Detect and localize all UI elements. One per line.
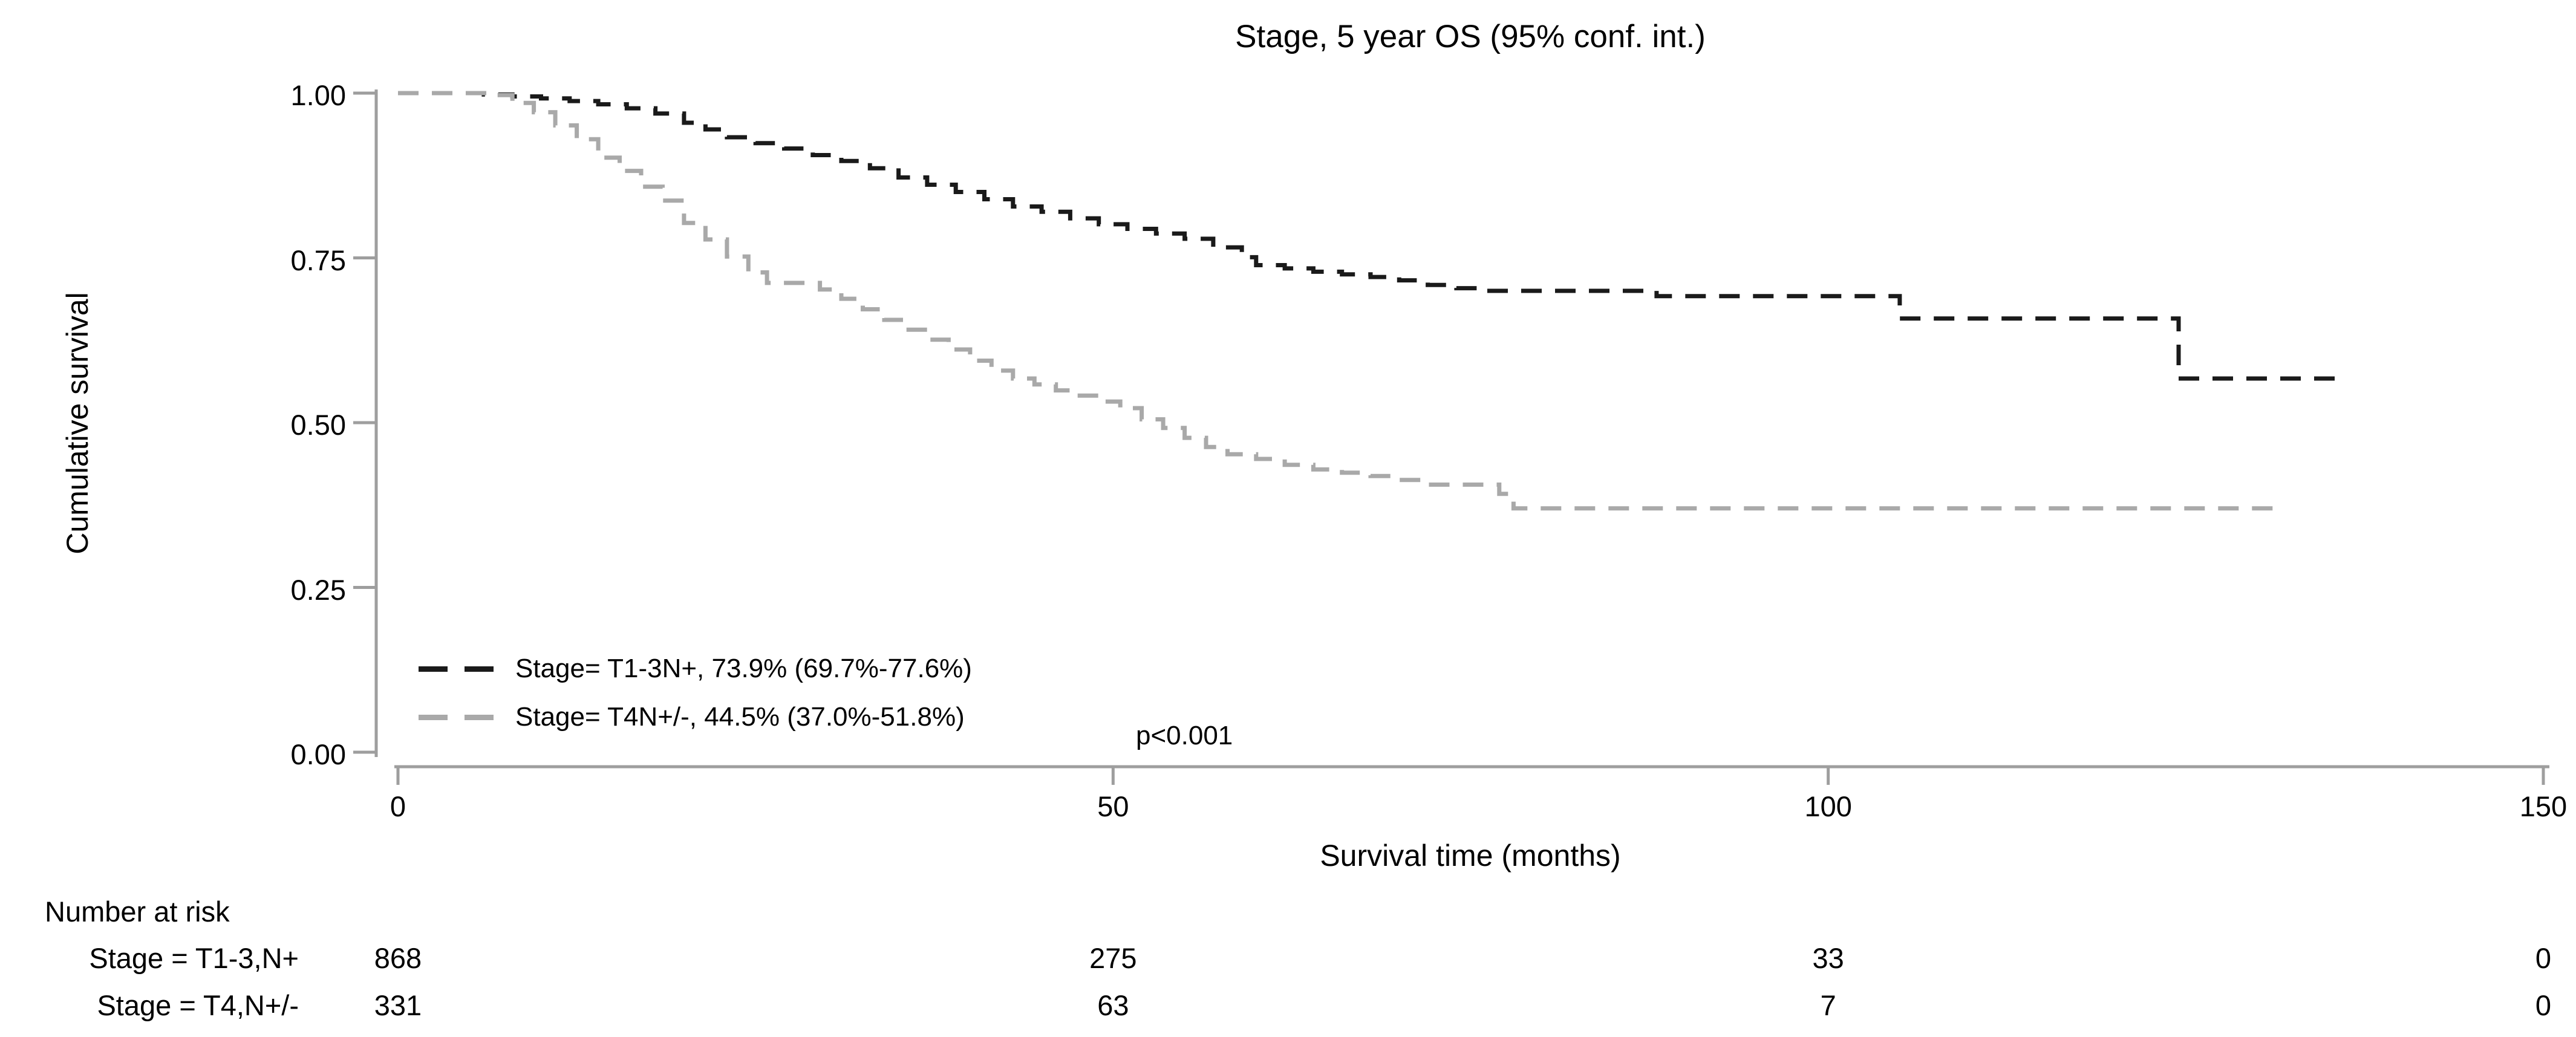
y-axis-title: Cumulative survival	[60, 292, 94, 554]
legend-dash-segment	[419, 714, 448, 720]
risk-count-row2-t0: 331	[374, 989, 422, 1021]
legend-entry-1: Stage= T1-3N+, 73.9% (69.7%-77.6%)	[419, 654, 972, 684]
km-curve-t1-3n-plus	[398, 91, 2336, 381]
legend-dash-sample-icon	[419, 666, 494, 672]
risk-count-row1-t50: 275	[1089, 942, 1137, 974]
legend-dash-segment	[419, 666, 448, 672]
risk-count-row2-t50: 63	[1097, 989, 1129, 1021]
legend-label: Stage= T1-3N+, 73.9% (69.7%-77.6%)	[515, 654, 972, 683]
y-tick-label-0.50: 0.50	[290, 409, 346, 441]
risk-count-row1-t150: 0	[2535, 942, 2552, 974]
risk-count-row1-t100: 33	[1812, 942, 1844, 974]
p-value-label: p<0.001	[1136, 721, 1233, 750]
km-curve-t4n-plus-minus	[398, 91, 2279, 511]
legend-entry-2: Stage= T4N+/-, 44.5% (37.0%-51.8%)	[419, 702, 965, 732]
legend-dash-segment	[465, 714, 494, 720]
x-tick-label-100: 100	[1804, 790, 1852, 822]
legend-label: Stage= T4N+/-, 44.5% (37.0%-51.8%)	[515, 702, 965, 732]
x-tick-label-50: 50	[1097, 790, 1129, 822]
y-tick-label-0.25: 0.25	[290, 573, 346, 606]
risk-table-header: Number at risk	[45, 896, 230, 928]
legend-dash-sample-icon	[419, 714, 494, 720]
risk-row-label-2: Stage = T4,N+/-	[97, 989, 299, 1021]
legend-dash-segment	[465, 666, 494, 672]
x-axis-title: Survival time (months)	[1320, 839, 1621, 873]
risk-count-row2-t150: 0	[2535, 989, 2552, 1021]
y-tick-label-0.00: 0.00	[290, 738, 346, 770]
y-tick-label-0.75: 0.75	[290, 244, 346, 276]
risk-count-row1-t0: 868	[374, 942, 422, 974]
risk-count-row2-t100: 7	[1820, 989, 1836, 1021]
x-tick-label-0: 0	[390, 790, 406, 822]
x-tick-label-150: 150	[2519, 790, 2568, 822]
risk-row-label-1: Stage = T1-3,N+	[89, 942, 299, 974]
y-tick-label-1.00: 1.00	[290, 79, 346, 111]
chart-title: Stage, 5 year OS (95% conf. int.)	[1235, 19, 1706, 54]
